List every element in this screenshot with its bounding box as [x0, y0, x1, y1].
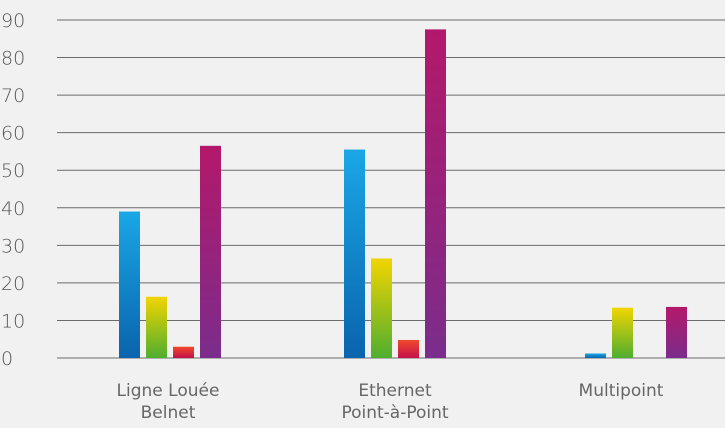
bar [425, 29, 446, 359]
y-tick-label: 50 [1, 160, 25, 182]
bar [119, 211, 140, 358]
y-tick-label: 20 [1, 273, 25, 295]
bar [666, 306, 687, 358]
bars [119, 29, 687, 359]
y-tick-label: 30 [1, 235, 25, 257]
x-category-label: Multipoint [579, 381, 664, 401]
bar [173, 346, 194, 358]
y-tick-label: 70 [1, 85, 25, 107]
x-axis-labels: Ligne Louée Belnet Ethernet Point-à-Point Mu… [117, 381, 664, 423]
y-tick-label: 10 [1, 310, 25, 332]
y-axis-ticks: 0 10 20 30 40 50 60 70 80 90 [1, 10, 25, 370]
bar [612, 307, 633, 358]
x-category-label: Ethernet Point-à-Point [341, 381, 448, 423]
bar [344, 149, 365, 358]
y-tick-label: 90 [1, 10, 25, 32]
y-tick-label: 60 [1, 123, 25, 145]
y-tick-label: 80 [1, 48, 25, 70]
gridlines [57, 19, 725, 359]
y-tick-label: 40 [1, 198, 25, 220]
bar [585, 353, 606, 358]
bar [398, 339, 419, 358]
bar [146, 296, 167, 358]
bar [200, 145, 221, 358]
y-tick-label: 0 [1, 348, 13, 370]
bar [371, 258, 392, 358]
x-category-label: Ligne Louée Belnet [117, 381, 220, 423]
